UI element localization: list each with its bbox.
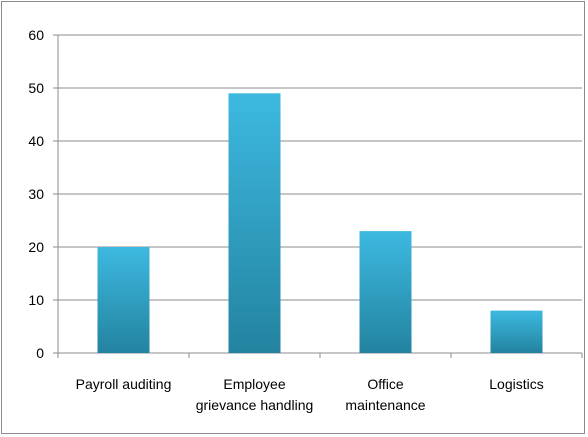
y-tick-label: 60 bbox=[28, 27, 44, 43]
y-tick-label: 50 bbox=[28, 80, 44, 96]
y-tick-label: 0 bbox=[36, 345, 44, 361]
y-tick-label: 40 bbox=[28, 133, 44, 149]
x-tick-label: Office maintenance bbox=[345, 376, 425, 413]
bar-1 bbox=[228, 93, 281, 354]
bar-0 bbox=[97, 247, 150, 353]
x-tick-label: Payroll auditing bbox=[76, 376, 172, 392]
y-tick-label: 20 bbox=[28, 239, 44, 255]
bar-3 bbox=[490, 310, 543, 353]
y-tick-label: 30 bbox=[28, 186, 44, 202]
y-tick-label: 10 bbox=[28, 292, 44, 308]
y-tick-labels: 0 10 20 30 40 50 60 bbox=[28, 27, 44, 361]
x-tick-label: Employee grievance handling bbox=[196, 376, 314, 413]
x-tick-label: Logistics bbox=[489, 376, 543, 392]
bars bbox=[97, 93, 543, 354]
bar-2 bbox=[359, 231, 412, 353]
x-tick-labels: Payroll auditing Employee grievance handli… bbox=[76, 376, 544, 413]
